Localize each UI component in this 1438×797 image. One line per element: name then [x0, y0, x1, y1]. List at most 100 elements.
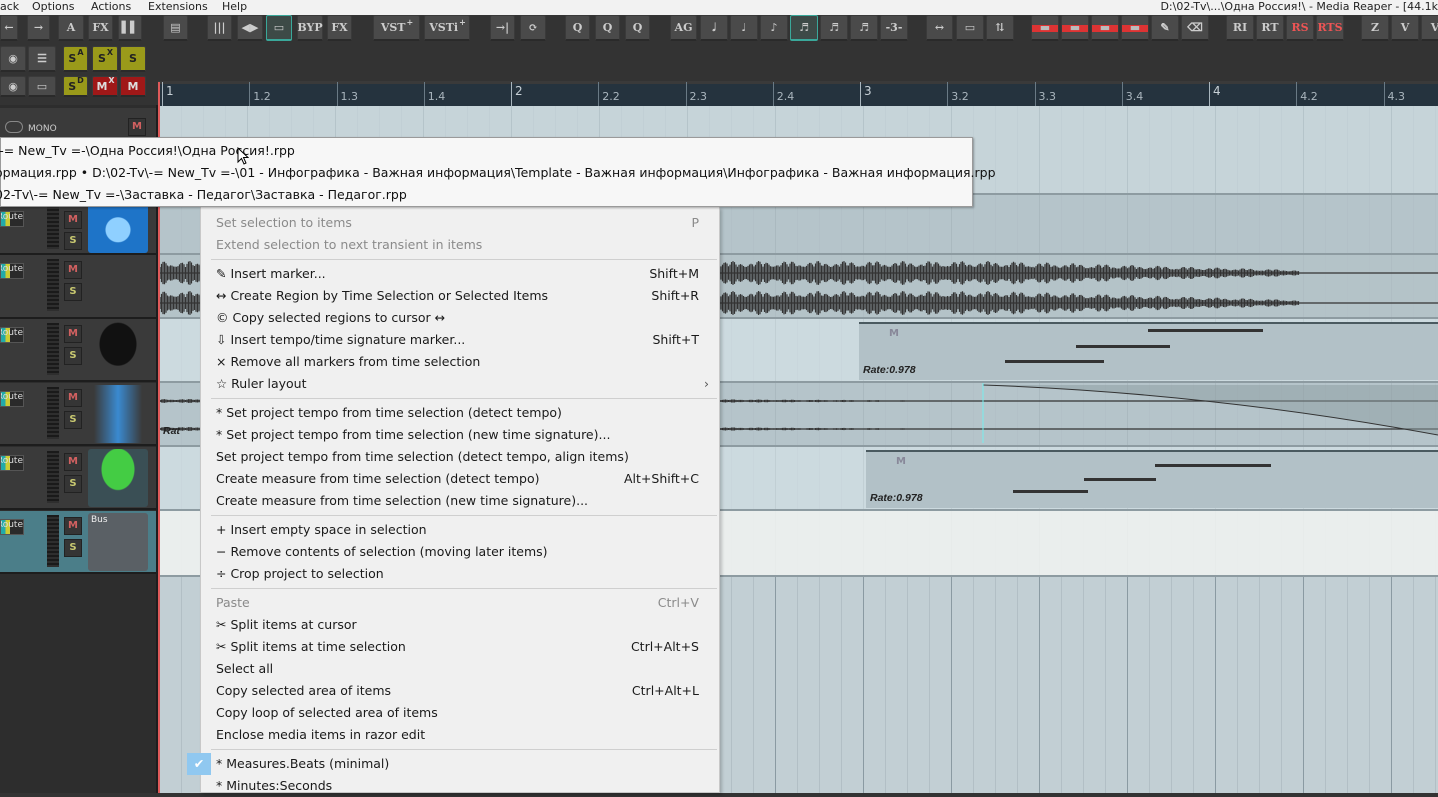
solo-button[interactable]: S	[64, 232, 82, 250]
route-button[interactable]: Route	[0, 455, 24, 471]
rts-button[interactable]: RTS	[1316, 15, 1344, 41]
eye-check-button[interactable]: ◉	[0, 76, 26, 97]
midi-note[interactable]	[1084, 478, 1156, 481]
track-header[interactable]: Route MS	[0, 383, 156, 446]
menu-item[interactable]: ✔Set project tempo from time selection (…	[201, 446, 719, 468]
menu-item[interactable]: ✔÷ Crop project to selection	[201, 563, 719, 585]
menu-item[interactable]: ✔× Remove all markers from time selectio…	[201, 351, 719, 373]
route-button[interactable]: Route	[0, 263, 24, 279]
mute-button[interactable]: M	[64, 261, 82, 279]
solo-button[interactable]: S	[64, 283, 82, 301]
item-mute-icon[interactable]: M	[896, 456, 906, 467]
cut-red-3-button[interactable]: ▬	[1091, 15, 1119, 41]
menu-item[interactable]: ✔Copy loop of selected area of items	[201, 702, 719, 724]
menu-actions[interactable]: Actions	[91, 0, 132, 13]
mute-button[interactable]: M	[64, 211, 82, 229]
menu-item[interactable]: ✔+ Insert empty space in selection	[201, 519, 719, 541]
quantize-arrow-button[interactable]: Q	[595, 15, 620, 41]
vst-button[interactable]: VST +	[373, 15, 420, 41]
zoom-z-button[interactable]: Z	[1361, 15, 1389, 41]
midi-note[interactable]	[1148, 329, 1263, 332]
solo-button[interactable]: S	[64, 347, 82, 365]
fx-chain-button[interactable]: FX	[327, 15, 352, 41]
speaker-button[interactable]: ◀▶	[237, 15, 263, 41]
arrow-left-button[interactable]: ←	[0, 15, 18, 41]
stretch-button[interactable]: ↔	[926, 15, 953, 41]
mute-button[interactable]: M	[64, 325, 82, 343]
loop-button[interactable]: ⟳	[520, 15, 546, 41]
triplet-button[interactable]: -3-	[880, 15, 908, 41]
eye-button[interactable]: ◉	[0, 46, 26, 72]
solo-button[interactable]: S	[64, 475, 82, 493]
item-mute-icon[interactable]: M	[889, 328, 899, 339]
fit-button[interactable]: ▭	[956, 15, 984, 41]
cut-red-2-button[interactable]: ▬	[1061, 15, 1089, 41]
midi-note[interactable]	[1076, 345, 1170, 348]
mute-button[interactable]: M	[128, 118, 146, 136]
menu-track[interactable]: ack	[0, 0, 20, 13]
menu-item[interactable]: ✔↔ Create Region by Time Selection or Se…	[201, 285, 719, 307]
quarter-note-button[interactable]: ♩	[730, 15, 758, 41]
zoom-v2-button[interactable]: V	[1421, 15, 1438, 41]
menu-item[interactable]: ✔* Set project tempo from time selection…	[201, 402, 719, 424]
midi-item[interactable]: M Rate:0.978	[859, 322, 1438, 380]
route-button[interactable]: Route	[0, 519, 24, 535]
menu-item[interactable]: ✔Create measure from time selection (det…	[201, 468, 719, 490]
solo-button[interactable]: S	[120, 46, 146, 72]
pencil-button[interactable]: ✎	[1151, 15, 1179, 41]
menu-item[interactable]: ✔− Remove contents of selection (moving …	[201, 541, 719, 563]
midi-note[interactable]	[1013, 490, 1088, 493]
piano-button[interactable]: ▌▌	[118, 15, 142, 41]
mixer-button[interactable]: |||	[207, 15, 232, 41]
edit-cursor[interactable]	[158, 82, 160, 793]
route-button[interactable]: Route	[0, 211, 24, 227]
cut-red-4-button[interactable]: ▬	[1121, 15, 1149, 41]
menu-item[interactable]: ✔✂ Split items at cursor	[201, 614, 719, 636]
midi-item[interactable]: M Rate:0.978	[866, 450, 1438, 508]
menu-item[interactable]: ✔☆ Ruler layout›	[201, 373, 719, 395]
track-header[interactable]: Route MS	[0, 255, 156, 319]
menu-help[interactable]: Help	[222, 0, 248, 13]
half-note-button[interactable]: 𝅗𝅥	[700, 15, 728, 41]
zoom-v-button[interactable]: V	[1391, 15, 1419, 41]
fx-button[interactable]: FX	[88, 15, 113, 41]
thirtysecond-note-button[interactable]: ♬	[820, 15, 848, 41]
solo-button[interactable]: S	[64, 411, 82, 429]
track-header[interactable]: Route MS	[0, 447, 156, 510]
rt-button[interactable]: RT	[1256, 15, 1284, 41]
rs-button[interactable]: RS	[1286, 15, 1314, 41]
fade-out-curve[interactable]	[160, 383, 1438, 447]
auto-button[interactable]: A	[58, 15, 84, 41]
mute-button[interactable]: M	[64, 453, 82, 471]
split-cursor-button[interactable]: →|	[490, 15, 515, 41]
sixtyfourth-note-button[interactable]: ♬	[850, 15, 878, 41]
eraser-button[interactable]: ⌫	[1181, 15, 1209, 41]
folder-button[interactable]: ▭	[28, 76, 56, 97]
menu-options[interactable]: Options	[32, 0, 75, 13]
mute-button[interactable]: M	[64, 389, 82, 407]
menu-item[interactable]: ✔Extend selection to next transient in i…	[201, 234, 719, 256]
list-button[interactable]: ☰	[28, 46, 56, 72]
menu-item[interactable]: ✔* Minutes:Seconds	[201, 775, 719, 797]
bypass-button[interactable]: BYP	[297, 15, 323, 41]
track-header[interactable]: Route MS	[0, 319, 156, 382]
route-button[interactable]: Route	[0, 391, 24, 407]
cut-red-button[interactable]: ▬	[1031, 15, 1059, 41]
sixteenth-note-button[interactable]: ♬	[790, 15, 818, 41]
menu-item[interactable]: ✔Enclose media items in razor edit	[201, 724, 719, 746]
route-button[interactable]: Route	[0, 327, 24, 343]
menu-item[interactable]: ✔© Copy selected regions to cursor ↔	[201, 307, 719, 329]
move-button[interactable]: ⇅	[986, 15, 1014, 41]
timeline-ruler[interactable]: 1 1.2 1.3 1.4 2 2.2 2.3 2.4 3 3.2 3.3 3.4 4 4.2 4.3	[158, 81, 1438, 106]
menu-item[interactable]: ✔✎ Insert marker...Shift+M	[201, 263, 719, 285]
solo-button[interactable]: S	[64, 539, 82, 557]
auto-grid-button[interactable]: AG	[670, 15, 697, 41]
menu-item[interactable]: ✔Select all	[201, 658, 719, 680]
menu-item[interactable]: ✔✂ Split items at time selectionCtrl+Alt…	[201, 636, 719, 658]
clapper-button[interactable]: ▤	[163, 15, 188, 41]
menu-item[interactable]: ✔Create measure from time selection (new…	[201, 490, 719, 512]
